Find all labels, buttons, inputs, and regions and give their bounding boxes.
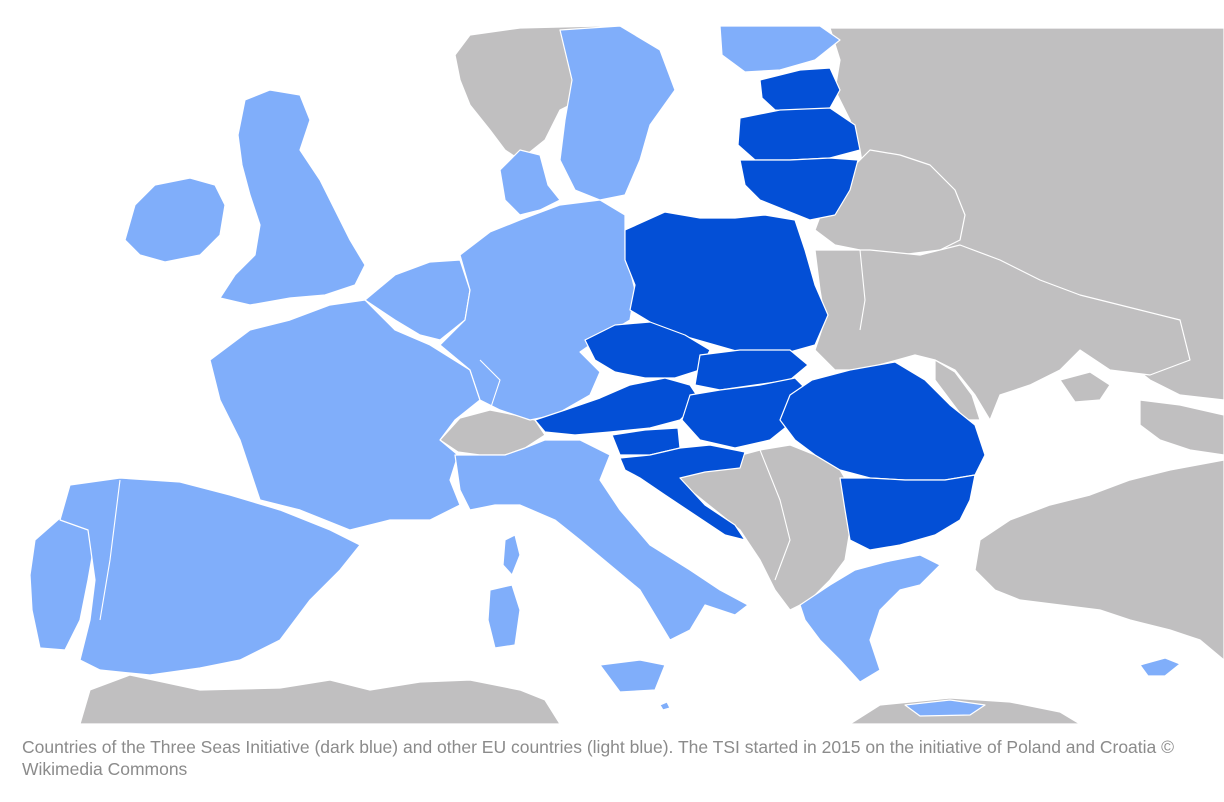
country-cyprus bbox=[1139, 657, 1181, 677]
border-line bbox=[759, 449, 791, 581]
country-greece bbox=[799, 554, 941, 683]
country-lithuania bbox=[739, 157, 859, 221]
country-ireland bbox=[124, 177, 226, 263]
country-north-africa bbox=[79, 674, 561, 724]
country-spain bbox=[59, 477, 361, 676]
europe-map bbox=[29, 25, 1224, 724]
country-latvia bbox=[737, 107, 861, 161]
island-crete bbox=[904, 699, 986, 717]
country-denmark bbox=[499, 149, 561, 216]
country-germany bbox=[439, 199, 636, 421]
country-poland bbox=[624, 211, 829, 356]
country-turkey bbox=[974, 459, 1224, 661]
other-eu-countries bbox=[29, 25, 1181, 717]
border-line bbox=[99, 479, 121, 621]
country-georgia-region bbox=[1139, 399, 1224, 456]
figure-caption: Countries of the Three Seas Initiative (… bbox=[22, 737, 1175, 779]
country-united-kingdom bbox=[219, 89, 366, 306]
island-sicily bbox=[599, 659, 666, 693]
country-moldova bbox=[934, 359, 981, 421]
map-svg bbox=[29, 25, 1224, 724]
border-line bbox=[859, 249, 866, 331]
island-corsica bbox=[502, 534, 521, 576]
country-croatia bbox=[619, 444, 746, 541]
country-bulgaria bbox=[839, 474, 976, 551]
internal-borders bbox=[99, 249, 866, 621]
three-seas-countries bbox=[534, 67, 986, 551]
country-ukraine bbox=[814, 244, 1191, 421]
country-finland bbox=[719, 25, 841, 73]
country-switzerland bbox=[439, 409, 546, 456]
border-line bbox=[479, 359, 501, 411]
region-crimea bbox=[1059, 371, 1111, 403]
country-italy bbox=[454, 439, 749, 641]
island-sardinia bbox=[487, 584, 521, 649]
country-sweden bbox=[559, 25, 676, 201]
country-malta bbox=[659, 701, 671, 711]
